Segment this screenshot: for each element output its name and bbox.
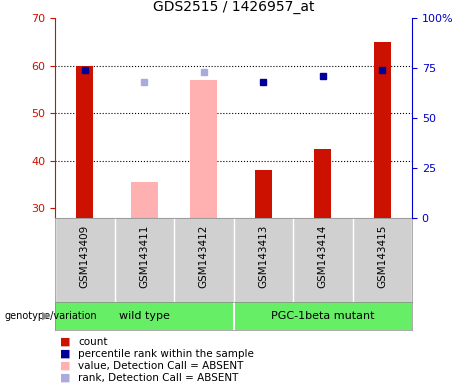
Text: GSM143409: GSM143409: [80, 225, 90, 288]
Text: percentile rank within the sample: percentile rank within the sample: [78, 349, 254, 359]
Text: GSM143412: GSM143412: [199, 225, 209, 288]
Text: GSM143413: GSM143413: [258, 225, 268, 288]
Text: GSM143414: GSM143414: [318, 225, 328, 288]
Text: PGC-1beta mutant: PGC-1beta mutant: [271, 311, 374, 321]
Text: GSM143411: GSM143411: [139, 225, 149, 288]
Title: GDS2515 / 1426957_at: GDS2515 / 1426957_at: [153, 0, 314, 14]
Bar: [77, 66, 93, 218]
Text: rank, Detection Call = ABSENT: rank, Detection Call = ABSENT: [78, 373, 239, 383]
Text: value, Detection Call = ABSENT: value, Detection Call = ABSENT: [78, 361, 244, 371]
Bar: [190, 80, 217, 218]
Text: genotype/variation: genotype/variation: [5, 311, 97, 321]
Text: wild type: wild type: [119, 311, 170, 321]
Bar: [374, 42, 390, 218]
Bar: [314, 149, 331, 218]
Text: ■: ■: [60, 349, 71, 359]
Text: ■: ■: [60, 361, 71, 371]
Text: ■: ■: [60, 373, 71, 383]
Text: ■: ■: [60, 337, 71, 347]
Text: GSM143415: GSM143415: [377, 225, 387, 288]
Text: ▶: ▶: [42, 311, 50, 321]
Bar: [131, 182, 158, 218]
Bar: [255, 170, 272, 218]
Text: count: count: [78, 337, 108, 347]
